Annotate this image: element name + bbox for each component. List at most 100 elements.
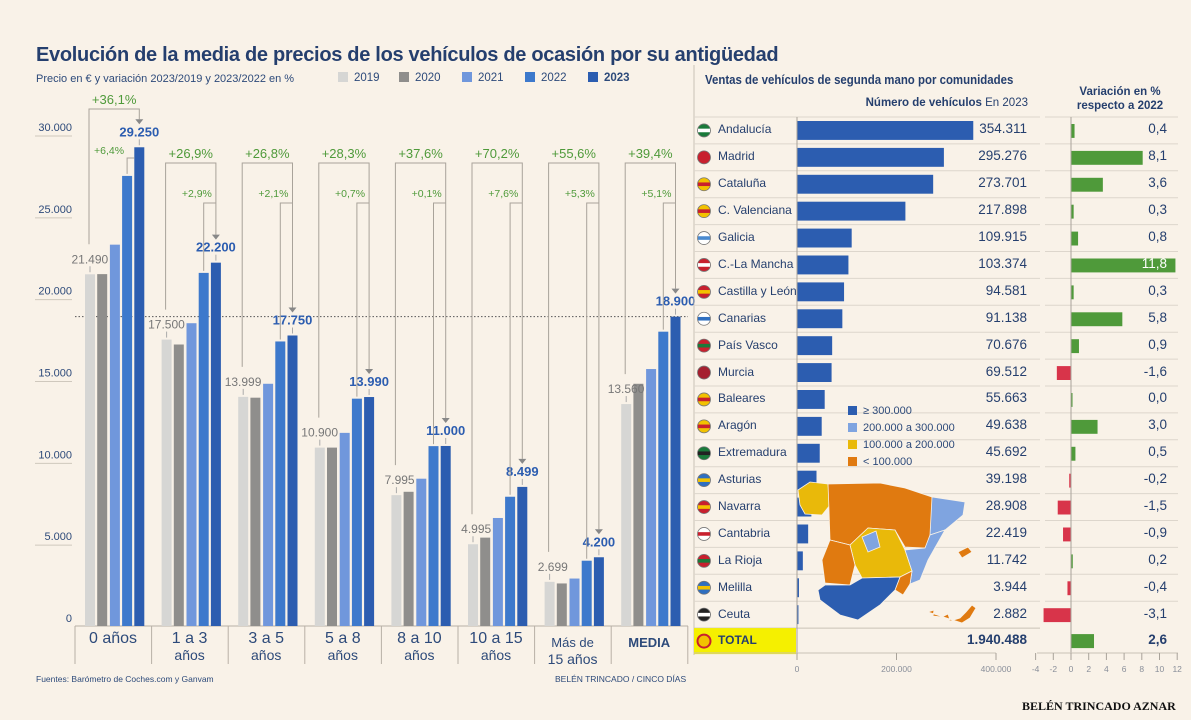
region-sales: 11.742	[986, 551, 1027, 567]
sales-bar	[797, 524, 809, 544]
map-legend-item: 100.000 a 200.000	[848, 439, 955, 451]
variation-bracket-2022	[662, 202, 676, 330]
region-variation: -3,1	[1143, 605, 1167, 621]
bracket-arrow-icon	[211, 234, 220, 240]
region-name: Aragón	[718, 418, 757, 433]
map-region-baleares	[957, 546, 973, 559]
flag-stripe	[698, 370, 710, 375]
region-variation: 0,2	[1148, 551, 1167, 567]
region-variation: 0,8	[1148, 229, 1167, 245]
bar-2021	[186, 323, 197, 626]
spain-flag-icon	[696, 633, 712, 649]
sales-bar	[797, 147, 944, 167]
variation-2023-2022: +2,9%	[182, 188, 212, 200]
sales-bar	[797, 201, 906, 221]
region-name: Galicia	[718, 230, 755, 245]
bar-2021	[339, 432, 350, 626]
category-line2: años	[174, 647, 205, 663]
variation-title: Variación en % respecto a 2022	[1076, 86, 1164, 112]
map-legend-swatch	[848, 440, 857, 449]
var-tick-label: 10	[1155, 664, 1165, 674]
bracket-arrow-icon	[518, 458, 527, 464]
bar-2021	[569, 578, 580, 626]
region-name: Asturias	[718, 472, 762, 487]
bar-2019	[314, 447, 325, 626]
y-tick-label: 0	[66, 613, 72, 625]
sales-bar	[797, 551, 803, 571]
category-line2: años	[404, 647, 435, 663]
region-sales: 28.908	[985, 498, 1027, 514]
value-label-2019: 7.995	[385, 473, 415, 487]
bar-2022	[658, 331, 669, 626]
map-legend-label: 100.000 a 200.000	[863, 439, 955, 451]
category-line1: 1 a 3	[171, 630, 208, 647]
map-region-andalucia	[817, 576, 901, 621]
variation-2023-2022: +0,1%	[412, 188, 442, 200]
bar-2022	[581, 560, 592, 626]
variation-bracket-2022	[509, 202, 523, 495]
variation-bracket-2019	[471, 162, 523, 515]
variation-bracket-2019	[548, 162, 600, 552]
flag-stripe	[698, 209, 710, 213]
variation-2023-2019: +55,6%	[552, 146, 597, 161]
region-variation: 0,5	[1148, 444, 1167, 460]
total-variation-bar	[1071, 634, 1095, 649]
var-tick-label: -4	[1032, 664, 1040, 674]
bar-2021	[109, 244, 120, 626]
region-variation: 11,8	[1141, 255, 1167, 271]
bar-2019	[544, 581, 555, 626]
variation-bar	[1056, 366, 1071, 380]
value-label-2023: 22.200	[196, 240, 236, 255]
bar-2021	[263, 383, 274, 626]
category-line2: años	[327, 647, 358, 663]
y-tick-label: 20.000	[38, 286, 72, 298]
credit: BELÉN TRINCADO / CINCO DÍAS	[555, 674, 687, 684]
flag-stripe	[698, 424, 710, 429]
value-label-2023: 4.200	[583, 534, 616, 549]
chart-title: Evolución de la media de precios de los …	[36, 44, 779, 66]
var-tick-label: 8	[1139, 664, 1144, 674]
bar-2021	[416, 478, 427, 626]
flag-stripe	[698, 585, 710, 590]
value-label-2023: 13.990	[349, 374, 389, 389]
bar-2022	[275, 341, 286, 626]
map-region-extremadura	[821, 539, 856, 586]
region-name: Cataluña	[718, 176, 767, 191]
bar-2023	[210, 262, 221, 626]
flag-stripe	[698, 478, 710, 482]
variation-2023-2022: +2,1%	[258, 188, 288, 200]
spain-map	[797, 481, 977, 624]
bar-2020	[556, 583, 567, 626]
region-variation: 3,0	[1148, 417, 1167, 433]
variation-2023-2019: +28,3%	[322, 146, 367, 161]
variation-bar	[1057, 500, 1071, 515]
y-tick-label: 5.000	[44, 531, 72, 543]
variation-2023-2022: +6,4%	[94, 145, 124, 157]
map-region-cataluna	[929, 496, 966, 536]
value-label-2019: 17.500	[148, 318, 185, 332]
value-label-2023: 18.900	[656, 294, 696, 309]
region-name: Extremadura	[718, 445, 787, 460]
variation-bracket-2022	[586, 202, 599, 559]
variation-bracket-2022	[203, 202, 216, 271]
value-label-2019: 13.999	[225, 375, 262, 389]
region-name: Melilla	[718, 579, 753, 594]
region-sales: 273.701	[978, 175, 1027, 191]
bar-2023	[593, 557, 604, 626]
region-sales: 295.276	[978, 148, 1027, 164]
legend-item-2021: 2021	[462, 72, 504, 84]
bar-2019	[85, 274, 95, 626]
category-line1: 10 a 15	[469, 630, 523, 647]
region-variation: 0,9	[1148, 336, 1167, 352]
variation-bar	[1071, 393, 1073, 407]
variation-2023-2022: +5,3%	[565, 188, 595, 200]
variation-2023-2022: +5,1%	[641, 188, 671, 200]
x-tick-label: 0	[795, 664, 800, 674]
bar-2020	[480, 537, 491, 626]
bar-2019	[468, 544, 478, 626]
region-name: Cantabria	[718, 525, 771, 540]
value-label-2023: 29.250	[119, 124, 159, 139]
variation-bracket-2022	[126, 157, 135, 174]
y-tick-label: 15.000	[38, 368, 72, 380]
y-tick-label: 10.000	[38, 449, 72, 461]
